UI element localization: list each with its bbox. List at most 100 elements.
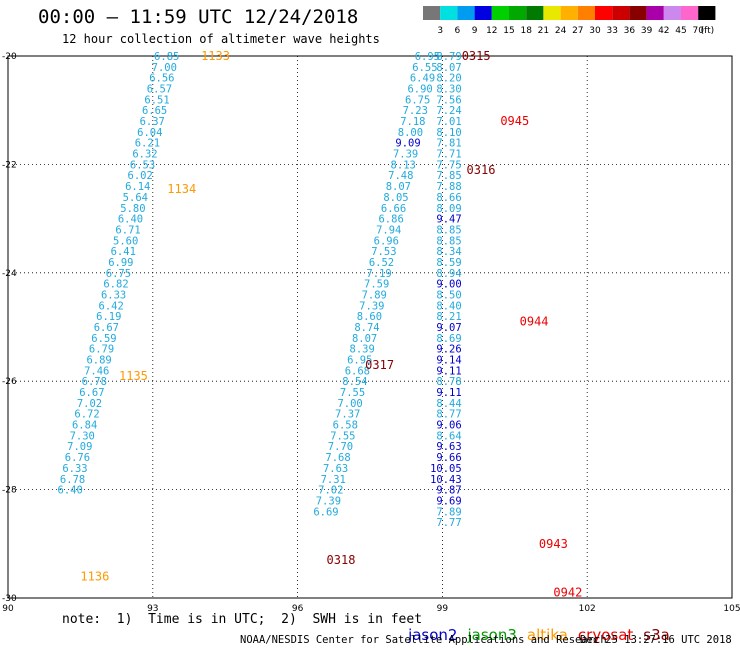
wave-height-value: 9.66 (436, 452, 461, 464)
legend-label-7: 24 (555, 26, 567, 36)
wave-height-value: 8.10 (436, 127, 461, 139)
wave-height-value: 8.50 (436, 289, 461, 301)
wave-height-value: 6.82 (103, 279, 128, 291)
wave-height-value: 8.07 (352, 333, 377, 345)
wave-height-value: 7.89 (362, 289, 387, 301)
wave-height-value: 7.53 (371, 246, 396, 258)
wave-height-value: 8.07 (436, 62, 461, 74)
wave-height-value: 6.56 (149, 73, 174, 85)
generated-timestamp: Dec 25 13:27:16 UTC 2018 (580, 634, 732, 646)
wave-height-value: 6.96 (374, 235, 399, 247)
legend-swatch-3 (474, 6, 492, 20)
wave-height-value: 6.02 (128, 170, 153, 182)
wave-height-value: 6.14 (125, 181, 150, 193)
legend-label-5: 18 (520, 26, 532, 36)
wave-height-value: 8.20 (436, 73, 461, 85)
wave-height-value: 6.19 (96, 311, 121, 323)
pass-time-label: 0315 (462, 49, 491, 63)
wave-height-value: 8.85 (436, 235, 461, 247)
wave-height-value: 6.78 (60, 474, 85, 486)
wave-height-value: 7.37 (335, 409, 360, 421)
legend-swatch-4 (491, 6, 509, 20)
x-tick-label: 99 (437, 604, 449, 614)
legend-swatch-10 (595, 6, 613, 20)
wave-height-value: 7.02 (77, 398, 102, 410)
wave-height-value: 7.39 (359, 300, 384, 312)
wave-height-value: 7.55 (340, 387, 365, 399)
satellite-name-jason3: jason3 (467, 626, 517, 644)
pass-time-label: 1135 (119, 369, 148, 383)
wave-height-value: 8.00 (398, 127, 423, 139)
wave-height-value: 9.63 (436, 441, 461, 453)
wave-height-value: 7.75 (436, 159, 461, 171)
legend-label-3: 12 (486, 26, 497, 36)
wave-height-value: 6.32 (132, 149, 157, 161)
wave-height-value: 7.63 (323, 463, 348, 475)
wave-height-value: 7.02 (318, 485, 343, 497)
wave-height-value: 7.09 (67, 441, 92, 453)
wave-height-value: 8.60 (357, 311, 382, 323)
wave-height-value: 6.85 (154, 51, 179, 63)
wave-height-value: 6.75 (405, 94, 430, 106)
wave-height-value: 6.69 (313, 506, 338, 518)
wave-height-value: 6.78 (82, 376, 107, 388)
wave-height-value: 6.95 (415, 51, 440, 63)
x-tick-label: 102 (579, 604, 596, 614)
x-tick-label: 96 (292, 604, 304, 614)
wave-height-value: 8.07 (386, 181, 411, 193)
wave-height-value: 8.66 (436, 192, 461, 204)
legend-label-1: 6 (455, 26, 461, 36)
y-tick-label: -20 (2, 52, 17, 62)
wave-height-value: 7.18 (400, 116, 425, 128)
page-subtitle: 12 hour collection of altimeter wave hei… (62, 32, 380, 46)
wave-height-value: 6.33 (101, 289, 126, 301)
wave-height-value: 7.89 (436, 506, 461, 518)
satellite-name-s3a: s3a (643, 626, 670, 644)
legend-label-6: 21 (538, 26, 549, 36)
wave-height-value: 8.78 (436, 376, 461, 388)
wave-height-value: 7.00 (152, 62, 177, 74)
legend-unit: (ft) (701, 26, 715, 36)
legend-swatch-9 (577, 6, 595, 20)
wave-height-value: 7.85 (436, 170, 461, 182)
wave-height-value: 6.75 (106, 268, 131, 280)
wave-height-value: 6.67 (79, 387, 104, 399)
x-tick-label: 105 (723, 604, 740, 614)
wave-height-value: 7.70 (328, 441, 353, 453)
wave-height-value: 7.31 (321, 474, 346, 486)
legend-swatch-6 (526, 6, 544, 20)
wave-height-value: 8.09 (436, 203, 461, 215)
wave-height-value: 6.65 (142, 105, 167, 117)
wave-height-value: 8.30 (436, 84, 461, 96)
wave-height-value: 7.46 (84, 365, 109, 377)
legend-swatch-1 (440, 6, 458, 20)
wave-height-value: 6.41 (111, 246, 136, 258)
pass-time-label: 0944 (520, 315, 549, 329)
legend-label-15: 70 (692, 26, 704, 36)
wave-height-value: 8.64 (436, 430, 461, 442)
wave-height-value: 7.81 (436, 138, 461, 150)
y-tick-label: -24 (2, 269, 17, 279)
wave-height-value: 5.80 (120, 203, 145, 215)
legend-swatch-0 (423, 6, 441, 20)
wave-height-value: 9.14 (436, 355, 461, 367)
wave-height-value: 6.72 (74, 409, 99, 421)
wave-height-value: 6.42 (99, 300, 124, 312)
wave-height-value: 6.84 (72, 420, 97, 432)
wave-height-value: 8.13 (391, 159, 416, 171)
wave-height-value: 6.49 (410, 73, 435, 85)
wave-height-value: 7.39 (393, 149, 418, 161)
legend-swatch-13 (646, 6, 664, 20)
wave-height-value: 6.89 (86, 355, 111, 367)
pass-time-label: 0942 (553, 586, 582, 600)
wave-height-value: 6.55 (412, 62, 437, 74)
y-tick-label: -28 (2, 486, 17, 496)
wave-height-value: 6.79 (89, 344, 114, 356)
wave-height-value: 6.99 (108, 257, 133, 269)
x-tick-label: 90 (2, 604, 14, 614)
y-tick-label: -30 (2, 594, 17, 604)
legend-swatch-2 (457, 6, 475, 20)
pass-time-label: 1133 (201, 49, 230, 63)
wave-height-value: 7.19 (366, 268, 391, 280)
